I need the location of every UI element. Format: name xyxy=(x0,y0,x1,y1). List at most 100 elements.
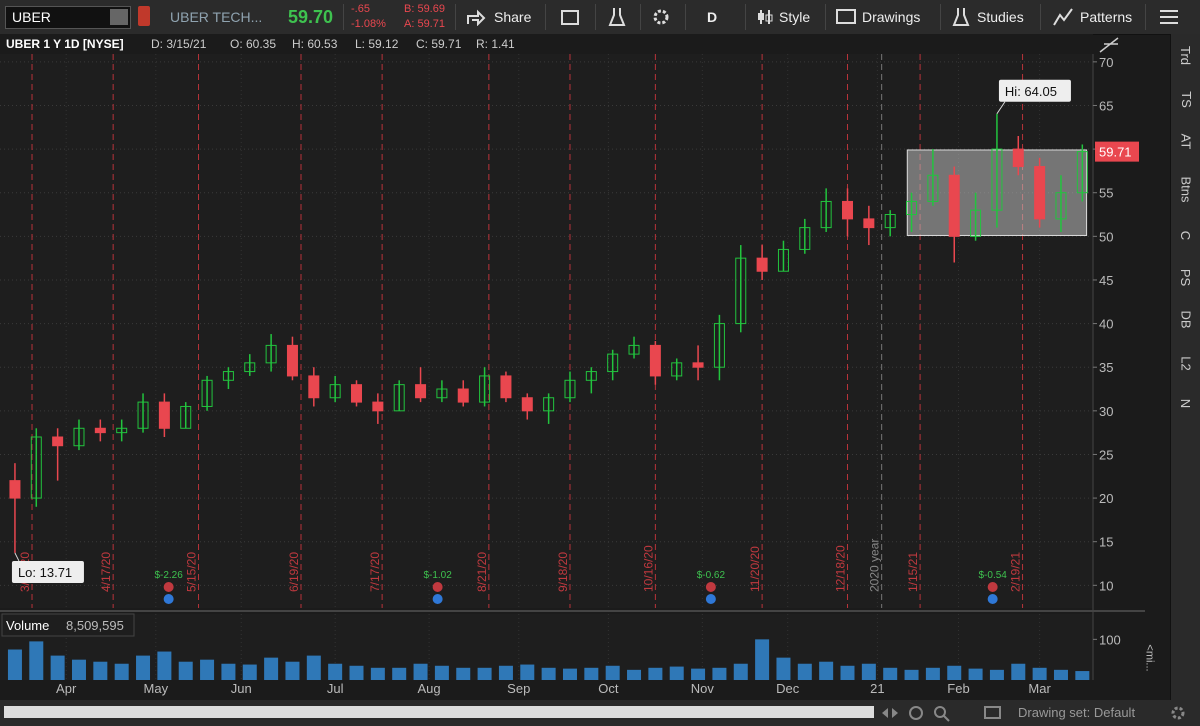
earnings-icon xyxy=(432,582,443,592)
expiration-label: 1/15/21 xyxy=(906,552,920,592)
candle-body xyxy=(1012,148,1024,168)
menu-icon[interactable] xyxy=(1158,7,1180,27)
volume-bar xyxy=(797,663,812,680)
dropdown[interactable] xyxy=(110,9,128,25)
share-icon[interactable] xyxy=(466,8,486,26)
sidebar-tab[interactable]: DB xyxy=(1171,310,1200,329)
ask: A: 59.71 xyxy=(404,18,445,30)
change-pct: -1.08% xyxy=(351,18,386,30)
volume-bar xyxy=(434,665,449,680)
volume-bar xyxy=(691,668,706,680)
sidebar-tab[interactable]: L2 xyxy=(1171,356,1200,371)
toolbar: UBER UBER TECH... 59.70 -.65 -1.08% B: 5… xyxy=(0,0,1200,35)
expiration-label: 12/18/20 xyxy=(834,545,848,592)
x-tick-label: Dec xyxy=(776,681,800,696)
settings-icon[interactable] xyxy=(652,8,670,26)
candle-body xyxy=(863,218,875,229)
volume-bar xyxy=(200,659,215,680)
volume-bar xyxy=(883,667,898,680)
sidebar-tab-label: DB xyxy=(1178,310,1194,329)
separator xyxy=(545,4,546,30)
candle-body xyxy=(265,344,277,364)
x-tick-label: Mar xyxy=(1028,681,1051,696)
earnings-label: $-0.54 xyxy=(978,570,1007,581)
candle-body xyxy=(158,401,170,429)
candle-body xyxy=(970,209,982,237)
axis-icon xyxy=(1099,37,1119,53)
volume-bar xyxy=(114,663,129,680)
volume-bar xyxy=(392,667,407,680)
candle-body xyxy=(9,480,21,499)
hi-leader xyxy=(996,101,1006,115)
candle-body xyxy=(756,257,768,272)
candle-body xyxy=(137,401,149,429)
price-panel xyxy=(0,54,1093,608)
patterns-icon[interactable] xyxy=(1052,7,1074,27)
sidebar-tab-label: C xyxy=(1178,230,1194,241)
sidebar-tab[interactable]: Trd xyxy=(1171,46,1200,65)
header-open: O: 60.35 xyxy=(230,37,277,51)
separator xyxy=(455,4,456,30)
volume-bar xyxy=(776,657,791,680)
volume-bar xyxy=(648,667,663,680)
sidebar-tab-label: N xyxy=(1178,398,1194,409)
drawing-set[interactable]: Drawing set: Default xyxy=(1018,705,1136,720)
volume-bar xyxy=(264,657,279,680)
sidebar-tab[interactable]: PS xyxy=(1171,269,1200,286)
y-tick-label: 10 xyxy=(1099,578,1113,593)
chart-header: UBER 1 Y 1D [NYSE] D: 3/15/21 O: 60.35 H… xyxy=(0,34,1093,54)
candle-body xyxy=(649,344,661,377)
y-tick-label: 20 xyxy=(1099,491,1113,506)
volume-bar xyxy=(157,651,172,680)
sidebar-tab[interactable]: Btns xyxy=(1171,176,1200,202)
x-tick-label: Apr xyxy=(56,681,77,696)
studies-icon[interactable] xyxy=(952,6,970,28)
lo-label: Lo: 13.71 xyxy=(18,565,72,580)
volume-bar xyxy=(242,664,257,680)
earnings-label: $-0.62 xyxy=(697,570,726,581)
candle-body xyxy=(244,362,256,373)
calendar-icon[interactable] xyxy=(560,7,580,27)
alert-icon[interactable] xyxy=(138,6,150,26)
hi-label: Hi: 64.05 xyxy=(1005,84,1057,99)
price-axis-panel xyxy=(1093,54,1145,608)
drawings-icon[interactable] xyxy=(836,9,858,25)
patterns-button[interactable]: Patterns xyxy=(1080,9,1133,25)
candle-body xyxy=(692,362,704,368)
candle-body xyxy=(393,384,405,412)
scrollbar[interactable] xyxy=(4,706,874,718)
change: -.65 xyxy=(351,3,370,15)
volume-bar xyxy=(285,661,300,680)
gear-icon[interactable] xyxy=(1168,704,1188,722)
sidebar-tab[interactable]: AT xyxy=(1171,134,1200,150)
y-tick-label: 60 xyxy=(1099,142,1113,157)
volume-bar xyxy=(520,664,535,680)
volume-title: Volume xyxy=(6,618,49,633)
sidebar-tab[interactable]: N xyxy=(1171,396,1200,411)
volume-bar xyxy=(136,655,151,680)
share-button[interactable]: Share xyxy=(494,9,532,25)
sidebar-tab-label: TS xyxy=(1178,91,1194,108)
expiration-label: 3/20/20 xyxy=(18,552,32,592)
sidebar-tab[interactable]: TS xyxy=(1171,91,1200,108)
candle-body xyxy=(201,379,213,407)
style-button[interactable]: Style xyxy=(779,9,811,25)
volume-bar xyxy=(1075,671,1090,680)
sidebar-tab[interactable]: C xyxy=(1171,228,1200,243)
volume-bar xyxy=(947,665,962,680)
separator xyxy=(825,4,826,30)
separator xyxy=(1040,4,1041,30)
last-price-label: 59.71 xyxy=(1099,145,1132,160)
zoom-controls[interactable] xyxy=(880,704,980,722)
drawings-button[interactable]: Drawings xyxy=(862,9,921,25)
style-icon[interactable] xyxy=(756,8,774,26)
separator xyxy=(640,4,641,30)
y-tick-label: 35 xyxy=(1099,360,1113,375)
x-tick-label: Feb xyxy=(947,681,969,696)
drawing-icon[interactable] xyxy=(984,705,1002,721)
symbol-box[interactable]: UBER xyxy=(5,6,131,29)
flask-icon[interactable] xyxy=(608,6,626,28)
candle-body xyxy=(30,436,42,499)
aggregation[interactable]: D xyxy=(707,9,718,25)
studies-button[interactable]: Studies xyxy=(977,9,1024,25)
